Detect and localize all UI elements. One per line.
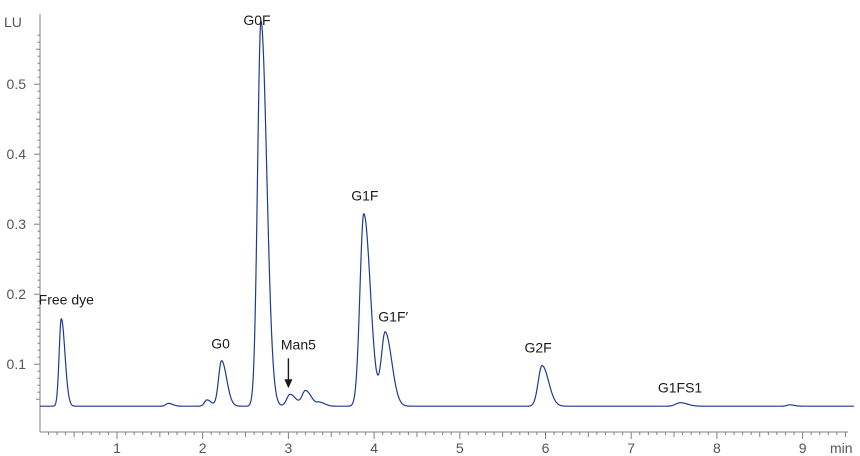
- peak-label: Free dye: [39, 292, 94, 308]
- peak-label: G0: [211, 336, 230, 352]
- y-tick-label: 0.2: [7, 286, 27, 302]
- x-tick-label: 2: [199, 440, 207, 456]
- x-tick-label: 4: [370, 440, 378, 456]
- x-tick-label: 5: [456, 440, 464, 456]
- axes: [39, 14, 848, 433]
- y-tick-label: 0.5: [7, 76, 27, 92]
- y-tick-label: 0.3: [7, 216, 27, 232]
- x-tick-label: 7: [627, 440, 635, 456]
- peak-label: G1F: [351, 188, 378, 204]
- peak-label: G2F: [524, 340, 551, 356]
- x-tick-label: 8: [713, 440, 721, 456]
- chromatogram-trace: [39, 20, 855, 407]
- x-tick-label: 6: [542, 440, 550, 456]
- y-tick-label: 0.4: [7, 146, 27, 162]
- x-tick-label: 1: [113, 440, 121, 456]
- x-tick-label: 3: [285, 440, 293, 456]
- y-axis-label: LU: [4, 14, 22, 30]
- annotation-label: Man5: [281, 336, 316, 352]
- peak-label: G1FS1: [658, 380, 703, 396]
- x-tick-label: 9: [799, 440, 807, 456]
- peak-label: G0F: [243, 12, 270, 28]
- annotation-arrow-head: [284, 379, 293, 389]
- ticks: 0.1 0.2 0.3 0.4 0.5 LU 1 2 3 4 5 6 7 8 9 min: [4, 14, 853, 456]
- peak-label: G1F′: [378, 309, 408, 325]
- x-axis-label: min: [830, 440, 853, 456]
- y-tick-label: 0.1: [7, 356, 27, 372]
- peak-labels: Free dye G0 G0F G1F G1F′ G2F G1FS1 Man5: [39, 12, 703, 396]
